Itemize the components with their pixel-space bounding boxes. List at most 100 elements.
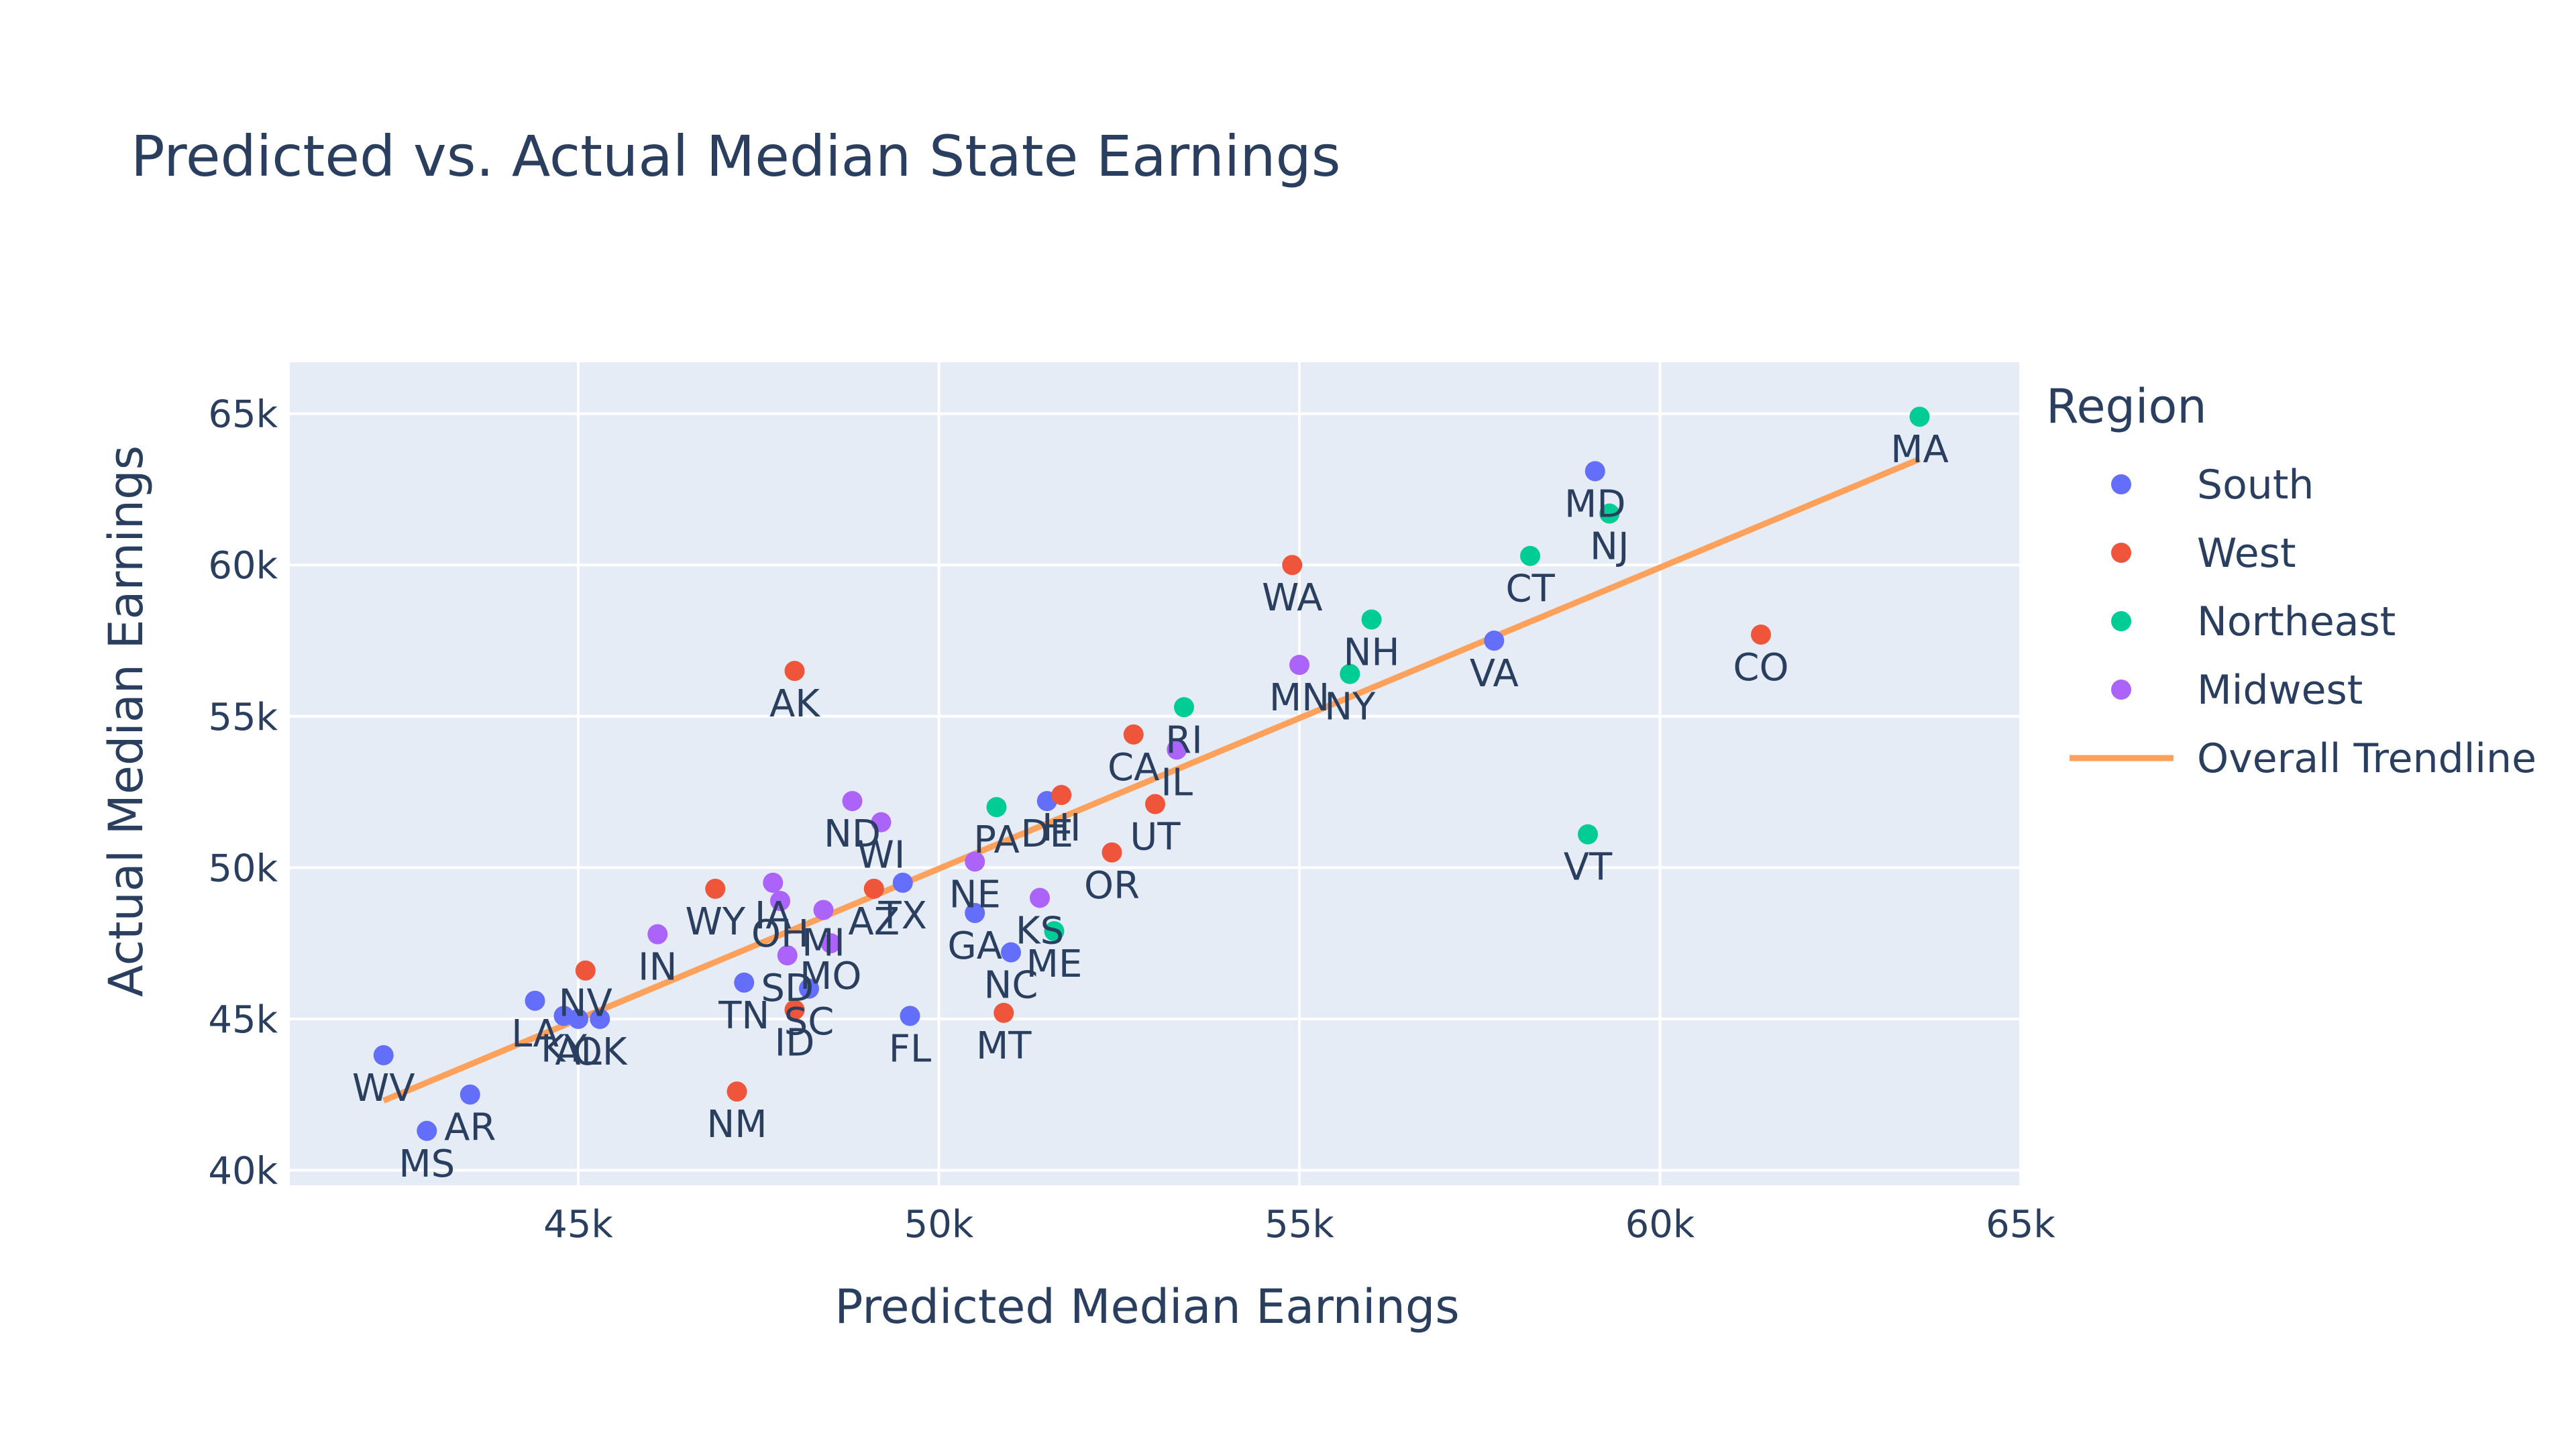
legend-title: Region: [2046, 379, 2207, 434]
data-point-ar: [460, 1084, 480, 1105]
point-label-vt: VT: [1564, 846, 1613, 890]
x-tick-labels: 45k 50k 55k 60k 65k: [543, 1203, 2055, 1246]
legend-item[interactable]: West: [2111, 530, 2296, 577]
data-point-id: [784, 1000, 805, 1020]
point-label-nj: NJ: [1590, 525, 1629, 569]
legend-marker: [2111, 543, 2131, 563]
data-point-tn: [734, 972, 755, 993]
trendline: [382, 456, 1921, 1104]
legend-item[interactable]: South: [2111, 462, 2314, 508]
point-label-sc: SC: [784, 1000, 835, 1044]
data-point-ms: [417, 1120, 437, 1141]
point-label-wv: WV: [352, 1067, 415, 1110]
data-point-pa: [986, 797, 1007, 818]
data-point-in: [647, 924, 668, 945]
data-point-ut: [1145, 794, 1165, 814]
data-point-ca: [1123, 724, 1144, 745]
legend-label: South: [2197, 462, 2314, 508]
point-label-al: AL: [555, 1030, 602, 1074]
point-label-me: ME: [1026, 943, 1083, 986]
legend-item[interactable]: Overall Trendline: [2070, 735, 2536, 782]
trendline-layer: [382, 456, 1921, 1104]
point-label-az: AZ: [848, 900, 900, 944]
y-tick-label: 45k: [208, 998, 278, 1042]
legend-label: Northeast: [2197, 598, 2396, 645]
x-axis-title: Predicted Median Earnings: [835, 1279, 1459, 1334]
data-point-va: [1484, 631, 1505, 651]
y-tick-label: 50k: [208, 847, 278, 890]
data-point-il: [1167, 739, 1187, 760]
legend: Region South West Northeast Midwest Overall …: [2046, 379, 2536, 782]
data-point-ak: [784, 661, 805, 682]
point-label-la: LA: [511, 1012, 559, 1056]
data-point-mt: [994, 1002, 1014, 1023]
point-label-ne: NE: [949, 873, 1001, 916]
point-label-ny: NY: [1324, 686, 1376, 729]
point-label-ma: MA: [1890, 428, 1949, 472]
y-tick-labels: 40k 45k 50k 55k 60k 65k: [208, 393, 278, 1193]
point-label-nm: NM: [706, 1103, 767, 1146]
x-tick-label: 65k: [1986, 1203, 2055, 1246]
point-label-co: CO: [1733, 646, 1788, 690]
legend-label: Midwest: [2197, 667, 2363, 714]
data-point-mn: [1289, 655, 1309, 676]
y-tick-label: 40k: [208, 1149, 278, 1193]
points-layer: [373, 407, 1930, 1141]
point-label-nh: NH: [1344, 631, 1400, 674]
data-point-hi: [1051, 785, 1072, 806]
data-point-ks: [1030, 888, 1050, 908]
data-point-wv: [373, 1045, 394, 1066]
x-tick-label: 50k: [904, 1203, 974, 1246]
data-point-nv: [575, 960, 596, 981]
point-label-nd: ND: [824, 812, 881, 856]
point-label-de: DE: [1020, 812, 1073, 856]
point-label-mo: MO: [800, 955, 861, 998]
data-point-me: [1044, 921, 1065, 942]
data-point-nj: [1599, 503, 1620, 524]
point-label-wy: WY: [685, 900, 745, 944]
point-label-nv: NV: [559, 982, 612, 1026]
data-point-ne: [965, 851, 985, 872]
legend-item[interactable]: Northeast: [2111, 598, 2396, 645]
point-label-ga: GA: [947, 924, 1002, 968]
legend-label: Overall Trendline: [2197, 735, 2536, 782]
data-point-vt: [1578, 824, 1598, 845]
point-label-fl: FL: [889, 1027, 931, 1071]
point-label-or: OR: [1084, 864, 1140, 908]
point-label-ar: AR: [444, 1106, 496, 1150]
data-point-ok: [590, 1008, 610, 1029]
data-point-nc: [1001, 942, 1021, 963]
data-point-mi: [813, 900, 834, 920]
point-label-wa: WA: [1262, 576, 1323, 620]
data-point-ma: [1909, 407, 1930, 427]
data-point-ct: [1520, 545, 1540, 566]
legend-label: West: [2197, 530, 2296, 577]
point-label-ks: KS: [1016, 909, 1064, 953]
data-point-wi: [871, 812, 892, 833]
data-point-fl: [900, 1006, 920, 1026]
y-tick-label: 60k: [208, 544, 278, 588]
data-point-nh: [1361, 609, 1382, 630]
y-axis-title: Actual Median Earnings: [99, 445, 154, 997]
data-point-ri: [1174, 697, 1194, 718]
x-tick-label: 55k: [1265, 1203, 1334, 1246]
point-label-in: IN: [638, 946, 677, 989]
legend-item[interactable]: Midwest: [2111, 667, 2363, 714]
point-label-md: MD: [1564, 482, 1625, 526]
data-point-sc: [799, 978, 819, 999]
point-label-sd: SD: [761, 967, 814, 1010]
point-label-ok: OK: [573, 1030, 628, 1074]
legend-marker: [2111, 474, 2131, 494]
point-label-id: ID: [775, 1021, 815, 1065]
point-label-oh: OH: [751, 912, 809, 956]
point-label-ia: IA: [755, 894, 792, 938]
data-point-ga: [965, 903, 985, 924]
point-label-tx: TX: [877, 894, 927, 938]
point-label-ri: RI: [1165, 718, 1202, 762]
point-label-va: VA: [1470, 652, 1519, 696]
point-label-mn: MN: [1269, 676, 1330, 720]
data-point-mo: [820, 933, 841, 954]
point-label-wi: WI: [857, 834, 906, 877]
point-label-ca: CA: [1108, 746, 1159, 790]
